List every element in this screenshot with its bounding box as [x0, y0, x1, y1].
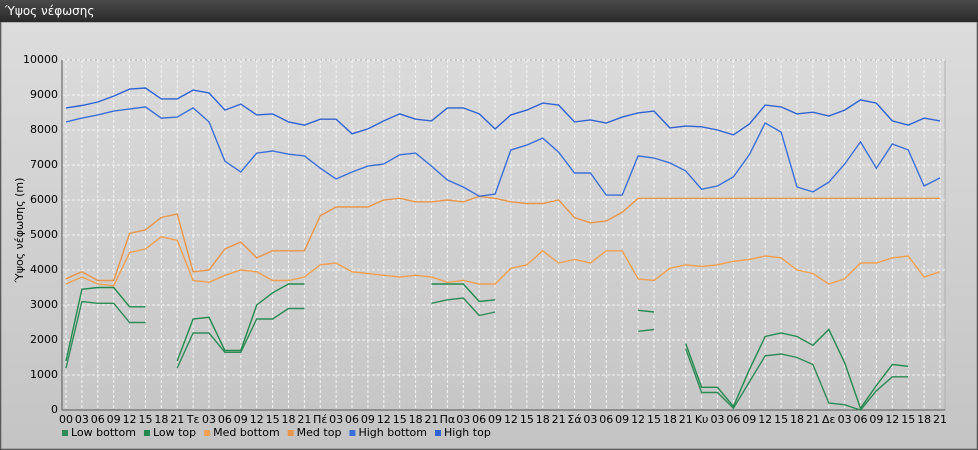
y-tick-label: 9000 — [30, 88, 58, 101]
legend-swatch — [204, 430, 211, 436]
series-line — [65, 236, 941, 287]
x-tick-label: 09 — [107, 413, 121, 426]
x-tick-label: 21 — [933, 413, 947, 426]
x-tick-label: Κυ — [695, 413, 709, 426]
legend-swatch — [349, 430, 356, 436]
x-tick-label: 03 — [202, 413, 216, 426]
x-tick-label: 03 — [456, 413, 470, 426]
x-tick-label: 15 — [774, 413, 788, 426]
x-tick-label: 21 — [679, 413, 693, 426]
y-tick-label: 8000 — [30, 123, 58, 136]
x-tick-label: 09 — [234, 413, 248, 426]
x-tick-label: 06 — [599, 413, 613, 426]
window-title: Ύψος νέφωσης — [0, 0, 978, 22]
series-line — [65, 87, 941, 136]
x-tick-label: 03 — [329, 413, 343, 426]
x-tick-label: 21 — [806, 413, 820, 426]
x-tick-label: 09 — [361, 413, 375, 426]
x-tick-label: 15 — [393, 413, 407, 426]
x-tick-label: 12 — [123, 413, 137, 426]
x-tick-label: 12 — [377, 413, 391, 426]
x-tick-label: 18 — [790, 413, 804, 426]
legend-swatch — [287, 430, 294, 436]
series-line — [65, 195, 940, 282]
x-tick-label: Τε — [186, 413, 200, 426]
x-tick-label: Πέ — [313, 413, 327, 426]
legend-label: Med bottom — [213, 426, 280, 439]
y-tick-label: 2000 — [30, 333, 58, 346]
x-tick-label: 12 — [631, 413, 645, 426]
x-tick-label: 09 — [615, 413, 629, 426]
x-tick-label: 21 — [170, 413, 184, 426]
y-tick-label: 0 — [51, 403, 58, 416]
x-tick-label: 18 — [154, 413, 168, 426]
x-tick-label: 06 — [726, 413, 740, 426]
x-tick-label: Σά — [567, 413, 581, 426]
series-line — [65, 106, 941, 197]
x-tick-label: Πα — [440, 413, 456, 426]
x-tick-label: 06 — [472, 413, 486, 426]
y-tick-label: 5000 — [30, 228, 58, 241]
x-tick-label: 03 — [75, 413, 89, 426]
x-tick-label: 09 — [869, 413, 883, 426]
x-tick-label: 21 — [424, 413, 438, 426]
x-tick-label: 15 — [138, 413, 152, 426]
legend-label: Low bottom — [71, 426, 136, 439]
x-tick-label: 09 — [488, 413, 502, 426]
x-tick-label: 18 — [917, 413, 931, 426]
chart: Ύψος νέφωσης (m) 0 1000 2000 3000 4000 5000 60… — [0, 22, 978, 450]
legend-label: Med top — [297, 426, 342, 439]
x-tick-label: 15 — [520, 413, 534, 426]
x-tick-label: 06 — [91, 413, 105, 426]
legend-swatch — [435, 430, 441, 436]
x-tick-label: 21 — [297, 413, 311, 426]
x-tick-label: 00 — [59, 413, 73, 426]
x-tick-label: 03 — [711, 413, 725, 426]
x-tick-label: 03 — [838, 413, 852, 426]
series-line — [65, 283, 909, 410]
legend-label: High top — [444, 426, 491, 439]
legend-label: Low top — [153, 426, 196, 439]
x-tick-label: 18 — [663, 413, 677, 426]
x-tick-label: 12 — [504, 413, 518, 426]
legend-swatch — [62, 430, 68, 436]
x-tick-label: 18 — [281, 413, 295, 426]
y-tick-label: 4000 — [30, 263, 58, 276]
y-tick-label: 6000 — [30, 193, 58, 206]
x-tick-label: 09 — [742, 413, 756, 426]
legend-swatch — [143, 430, 150, 436]
y-tick-label: 7000 — [30, 158, 58, 171]
x-tick-label: 12 — [885, 413, 899, 426]
x-tick-label: 15 — [266, 413, 280, 426]
y-axis-label: Ύψος νέφωσης (m) — [13, 178, 26, 284]
x-tick-label: 15 — [647, 413, 661, 426]
x-tick-label: 12 — [758, 413, 772, 426]
x-tick-label: Δε — [822, 413, 836, 426]
x-tick-label: 15 — [901, 413, 915, 426]
x-tick-label: 18 — [409, 413, 423, 426]
x-tick-label: 06 — [854, 413, 868, 426]
x-tick-label: 06 — [218, 413, 232, 426]
x-tick-label: 06 — [345, 413, 359, 426]
x-tick-label: 03 — [583, 413, 597, 426]
y-tick-label: 1000 — [30, 368, 58, 381]
series-line — [65, 297, 909, 411]
x-tick-label: 12 — [250, 413, 264, 426]
legend-label: High bottom — [358, 426, 427, 439]
x-tick-label: 21 — [552, 413, 566, 426]
y-tick-label: 10000 — [23, 53, 58, 66]
x-tick-label: 18 — [536, 413, 550, 426]
y-tick-label: 3000 — [30, 298, 58, 311]
